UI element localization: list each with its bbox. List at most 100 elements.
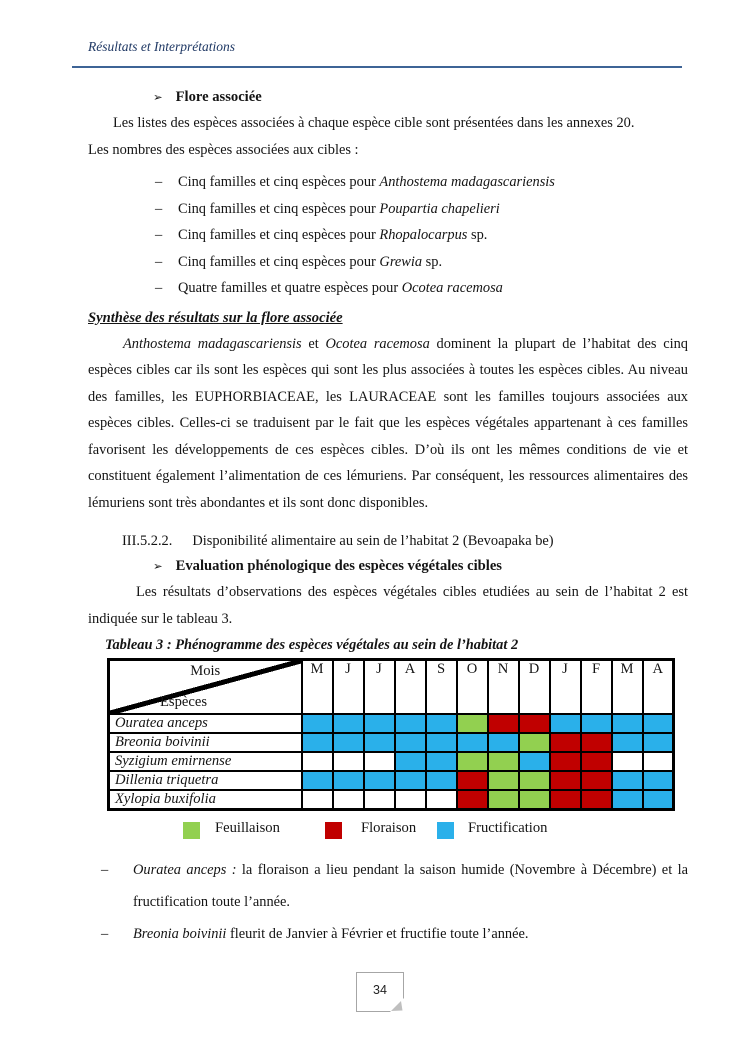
species-name: Rhopalocarpus xyxy=(379,227,468,243)
phenology-cell xyxy=(362,769,396,791)
species-name: Grewia xyxy=(379,253,423,270)
list-item-text: Cinq familles et cinq espèces pour xyxy=(178,174,380,190)
month-header-cell: F xyxy=(579,658,613,715)
list-item: – Cinq familles et cinq espèces pour Grew… xyxy=(88,249,688,276)
associated-species-list: – Cinq familles et cinq espèces pour Anth… xyxy=(88,169,688,302)
list-item: – Quatre familles et quatre espèces pour … xyxy=(88,275,688,302)
table-row: Syzigium emirnense xyxy=(107,750,675,772)
note-item: – Ouratea anceps : la floraison a lieu pe… xyxy=(88,854,688,918)
list-item-text: Cinq familles et cinq espèces pour xyxy=(178,200,380,217)
intro-line-1: Les listes des espèces associées à chaqu… xyxy=(113,115,635,131)
phenology-cell xyxy=(455,712,489,734)
legend-color-swatch xyxy=(437,821,454,839)
phenology-cell xyxy=(424,750,458,772)
arrow-bullet-icon: ➢ xyxy=(153,558,163,573)
phenology-cell xyxy=(362,731,396,753)
phenology-cell xyxy=(610,788,644,811)
phenology-cell xyxy=(393,712,427,734)
synthese-paragraph: Anthostema madagascariensis et Ocotea ra… xyxy=(88,331,688,517)
phenology-cell xyxy=(393,750,427,772)
phenology-cell xyxy=(393,731,427,753)
phenology-cell xyxy=(641,769,675,791)
phenology-cell xyxy=(486,731,520,753)
legend-color-swatch xyxy=(183,821,200,839)
phenology-cell xyxy=(548,750,582,772)
dash-bullet: – xyxy=(155,280,163,296)
phenology-cell xyxy=(331,788,365,811)
arrow-bullet-icon: ➢ xyxy=(153,90,163,104)
phenology-cell xyxy=(331,750,365,772)
list-item-text: Cinq familles et cinq espèces pour xyxy=(178,253,380,270)
phenology-cell xyxy=(548,731,582,753)
header-rule xyxy=(72,66,682,68)
phenology-cell xyxy=(331,769,365,791)
phenology-cell xyxy=(517,750,551,772)
species-cell: Xylopia buxifolia xyxy=(107,788,303,811)
species-cell: Dillenia triquetra xyxy=(107,769,303,791)
species-name: Poupartia chapelieri xyxy=(379,200,500,217)
table-row: Dillenia triquetra xyxy=(107,769,675,791)
month-header-cell: S xyxy=(424,658,458,715)
month-header-cell: D xyxy=(517,658,551,715)
species-name: Syzigium emirnense xyxy=(115,752,232,769)
intro-line-2: Les nombres des espèces associées aux ci… xyxy=(88,142,359,158)
species-name: Dillenia triquetra xyxy=(115,771,219,788)
phenology-cell xyxy=(610,769,644,791)
list-item-text: Quatre familles et quatre espèces pour xyxy=(178,280,402,296)
page-number-box: 34 xyxy=(356,971,404,1012)
phenology-cell xyxy=(548,712,582,734)
phenology-cell xyxy=(579,788,613,811)
section-title: Disponibilité alimentaire au sein de l’h… xyxy=(192,532,554,549)
month-header-cell: O xyxy=(455,658,489,715)
species-cell: Syzigium emirnense xyxy=(107,750,303,772)
species-name: Breonia boivinii xyxy=(133,925,227,942)
phenology-cell xyxy=(579,769,613,791)
species-name: Ouratea anceps xyxy=(115,714,208,731)
corner-label-especes: Espèces xyxy=(160,693,208,710)
month-header-cell: J xyxy=(548,658,582,715)
table-row: Breonia boivinii xyxy=(107,731,675,753)
phenology-cell xyxy=(517,788,551,811)
phenology-cell xyxy=(424,788,458,811)
phenology-cell xyxy=(517,769,551,791)
legend-label: Fructification xyxy=(468,819,548,836)
section-number: III.5.2.2. xyxy=(122,532,173,549)
note-text: la floraison a lieu pendant la saison hu… xyxy=(133,861,688,910)
phenology-cell xyxy=(455,788,489,811)
phenology-cell xyxy=(300,731,334,753)
month-header-cell: J xyxy=(331,658,365,715)
table-row: Xylopia buxifolia xyxy=(107,788,675,811)
phenology-cell xyxy=(424,769,458,791)
synthese-heading: Synthèse des résultats sur la flore asso… xyxy=(88,309,343,326)
phenology-cell xyxy=(548,788,582,811)
dash-bullet: – xyxy=(101,861,109,878)
notes-list: – Ouratea anceps : la floraison a lieu pe… xyxy=(88,854,688,950)
species-name: Anthostema madagascariensis xyxy=(379,174,555,190)
dash-bullet: – xyxy=(155,200,163,217)
phenology-cell xyxy=(486,788,520,811)
phenology-cell xyxy=(579,731,613,753)
legend-label: Floraison xyxy=(361,819,417,836)
phenology-cell xyxy=(393,788,427,811)
list-item-text: sp. xyxy=(422,253,443,270)
phenology-cell xyxy=(641,788,675,811)
phenology-cell xyxy=(362,750,396,772)
corner-label-mois: Mois xyxy=(190,662,221,679)
section-heading: III.5.2.2. Disponibilité alimentaire au s… xyxy=(88,531,688,551)
month-header-cell: M xyxy=(300,658,334,715)
month-header-cell: J xyxy=(362,658,396,715)
month-header-cell: N xyxy=(486,658,520,715)
species-cell: Ouratea anceps xyxy=(107,712,303,734)
phenology-cell xyxy=(610,712,644,734)
phenology-legend: Feuillaison Floraison Fructification xyxy=(88,820,688,842)
species-name: Xylopia buxifolia xyxy=(115,790,216,807)
phenology-cell xyxy=(331,712,365,734)
dash-bullet: – xyxy=(155,227,163,243)
phenology-cell xyxy=(517,712,551,734)
phenology-cell xyxy=(641,731,675,753)
table-caption: Tableau 3 : Phénogramme des espèces végé… xyxy=(105,636,519,653)
dash-bullet: – xyxy=(155,174,163,190)
table-row: Ouratea anceps xyxy=(107,712,675,734)
phenology-cell xyxy=(641,750,675,772)
page-number: 34 xyxy=(373,982,387,997)
